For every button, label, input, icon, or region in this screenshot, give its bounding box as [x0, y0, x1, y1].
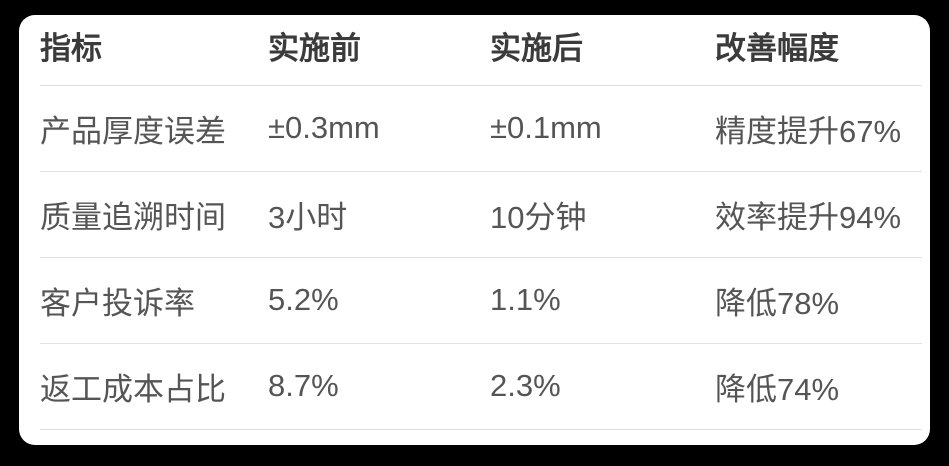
metric-cell: 产品厚度误差	[40, 85, 268, 172]
improvement-cell: 降低78%	[715, 257, 922, 344]
before-cell: 8.7%	[268, 343, 490, 430]
after-cell: 2.3%	[490, 343, 715, 430]
table-header-row: 指标 实施前 实施后 改善幅度	[40, 15, 922, 86]
improvement-cell: 降低74%	[715, 343, 922, 430]
after-cell: 1.1%	[490, 257, 715, 344]
col-header-improvement: 改善幅度	[715, 15, 922, 86]
table-row: 产品厚度误差 ±0.3mm ±0.1mm 精度提升67%	[40, 85, 922, 172]
metric-cell: 质量追溯时间	[40, 171, 268, 258]
table-row: 质量追溯时间 3小时 10分钟 效率提升94%	[40, 171, 922, 258]
table-body: 产品厚度误差 ±0.3mm ±0.1mm 精度提升67% 质量追溯时间 3小时 …	[40, 85, 922, 430]
before-cell: 3小时	[268, 171, 490, 258]
improvement-cell: 精度提升67%	[715, 85, 922, 172]
before-cell: ±0.3mm	[268, 85, 490, 172]
col-header-metric: 指标	[40, 15, 268, 86]
metrics-table: 指标 实施前 实施后 改善幅度 产品厚度误差 ±0.3mm ±0.1mm 精度提…	[40, 15, 922, 430]
after-cell: ±0.1mm	[490, 85, 715, 172]
col-header-after: 实施后	[490, 15, 715, 86]
metrics-card: 指标 实施前 实施后 改善幅度 产品厚度误差 ±0.3mm ±0.1mm 精度提…	[19, 15, 930, 445]
col-header-before: 实施前	[268, 15, 490, 86]
table-row: 返工成本占比 8.7% 2.3% 降低74%	[40, 343, 922, 430]
metric-cell: 客户投诉率	[40, 257, 268, 344]
before-cell: 5.2%	[268, 257, 490, 344]
improvement-cell: 效率提升94%	[715, 171, 922, 258]
metric-cell: 返工成本占比	[40, 343, 268, 430]
after-cell: 10分钟	[490, 171, 715, 258]
table-row: 客户投诉率 5.2% 1.1% 降低78%	[40, 257, 922, 344]
